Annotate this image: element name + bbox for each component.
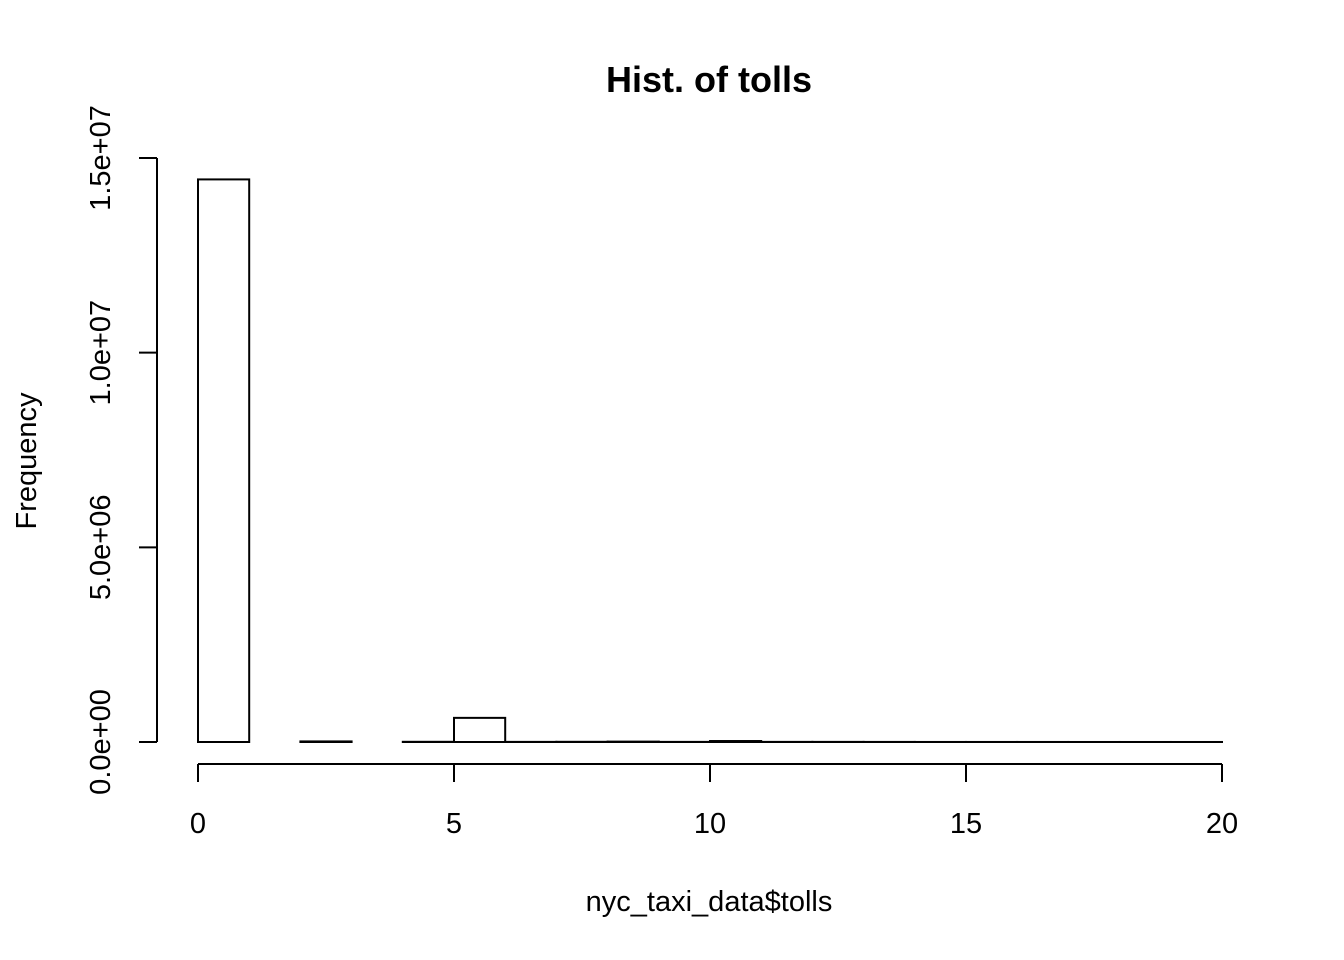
histogram-bar	[453, 716, 507, 743]
y-axis-label: Frequency	[11, 392, 43, 530]
chart-title: Hist. of tolls	[606, 59, 812, 100]
y-axis: 0.0e+00 5.0e+06 1.0e+07 1.5e+07	[85, 105, 158, 795]
bars-group	[197, 178, 1224, 744]
y-tick-label: 0.0e+00	[85, 689, 117, 795]
x-axis-label: nyc_taxi_data$tolls	[586, 886, 833, 918]
histogram-bar	[709, 740, 763, 744]
y-tick-label: 1.5e+07	[85, 105, 117, 211]
x-tick-label: 5	[446, 808, 462, 840]
y-tick-label: 1.0e+07	[85, 300, 117, 406]
x-axis: 0 5 10 15 20	[190, 763, 1238, 840]
y-tick-label: 5.0e+06	[85, 495, 117, 601]
histogram-bar	[299, 740, 353, 744]
x-tick-label: 10	[694, 808, 726, 840]
histogram-bar	[197, 178, 251, 743]
x-tick-label: 15	[950, 808, 982, 840]
x-tick-label: 0	[190, 808, 206, 840]
x-tick-label: 20	[1206, 808, 1238, 840]
